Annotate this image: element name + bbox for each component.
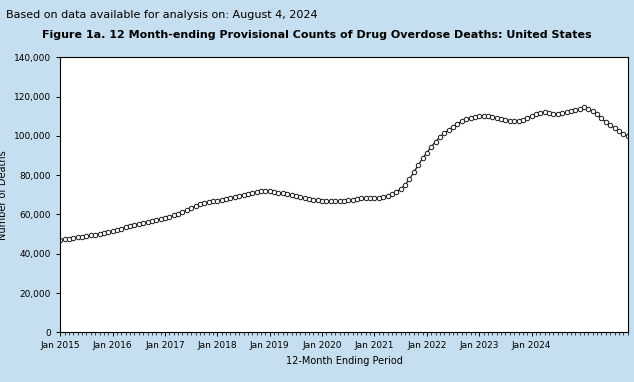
X-axis label: 12-Month Ending Period: 12-Month Ending Period [285, 356, 403, 366]
Text: Figure 1a. 12 Month-ending Provisional Counts of Drug Overdose Deaths: United St: Figure 1a. 12 Month-ending Provisional C… [42, 30, 592, 40]
Text: Based on data available for analysis on: August 4, 2024: Based on data available for analysis on:… [6, 10, 318, 19]
Y-axis label: Number of Deaths: Number of Deaths [0, 150, 8, 240]
